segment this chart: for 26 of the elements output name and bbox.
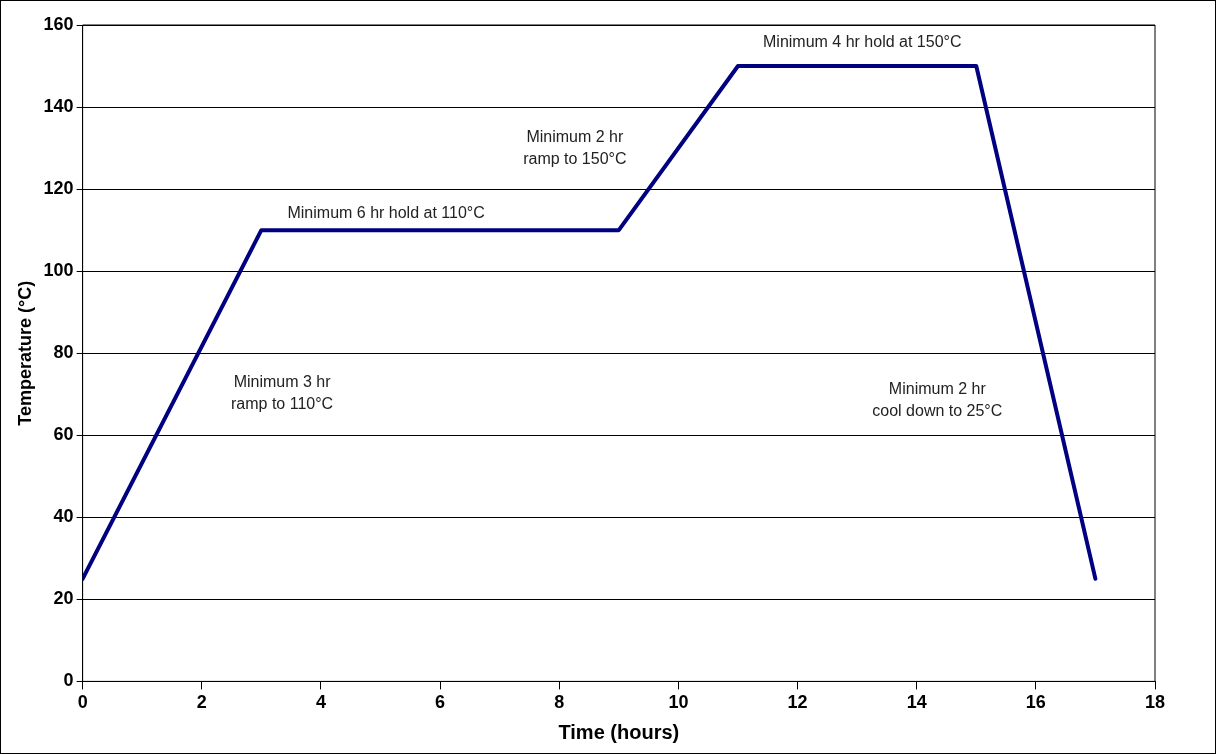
y-axis-title: Temperature (°C) xyxy=(14,280,35,426)
annotation: Minimum 3 hr ramp to 110°C xyxy=(231,372,334,412)
x-tick-label: 18 xyxy=(1144,692,1166,713)
y-tick-label: 40 xyxy=(53,506,74,527)
x-tick-label: 12 xyxy=(787,692,808,713)
y-tick-label: 160 xyxy=(43,13,74,34)
annotation: Minimum 2 hr ramp to 150°C xyxy=(523,127,627,167)
x-tick-label: 14 xyxy=(906,692,927,713)
x-tick-label: 10 xyxy=(668,692,689,713)
x-tick-label: 4 xyxy=(315,692,326,713)
y-tick-label: 120 xyxy=(43,178,74,199)
annotation: Minimum 4 hr hold at 150°C xyxy=(763,33,962,51)
y-tick-label: 100 xyxy=(43,260,74,281)
y-tick-label: 60 xyxy=(53,424,74,445)
y-tick-label: 80 xyxy=(53,342,74,363)
x-axis-title: Time (hours) xyxy=(558,720,680,743)
x-tick-label: 6 xyxy=(435,692,446,713)
x-tick-label: 0 xyxy=(77,692,88,713)
y-tick-label: 20 xyxy=(53,588,74,609)
x-tick-label: 8 xyxy=(554,692,565,713)
y-tick-label: 0 xyxy=(63,670,74,691)
x-tick-label: 16 xyxy=(1025,692,1046,713)
annotation: Minimum 6 hr hold at 110°C xyxy=(287,204,485,222)
y-tick-label: 140 xyxy=(43,96,74,117)
annotation: Minimum 2 hr cool down to 25°C xyxy=(872,379,1003,419)
x-tick-label: 2 xyxy=(196,692,207,713)
